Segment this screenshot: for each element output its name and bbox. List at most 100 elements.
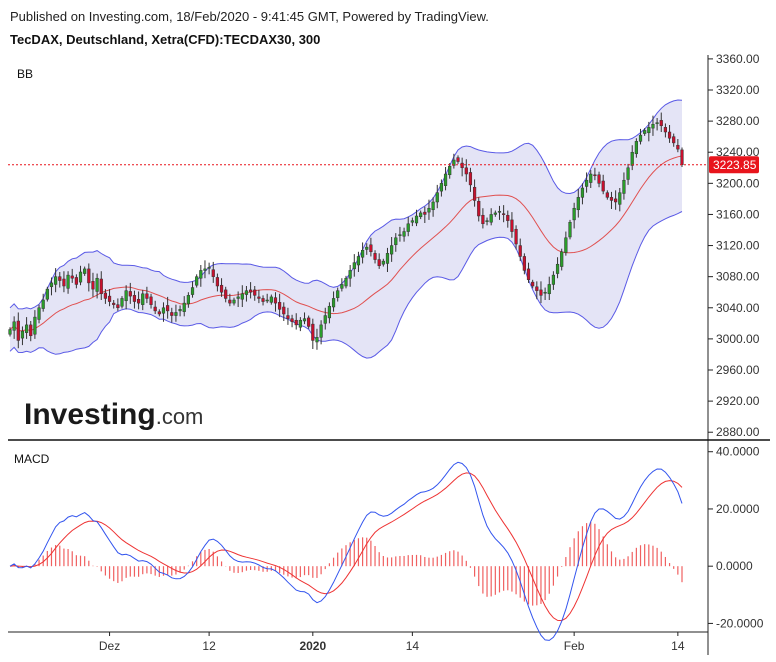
candle-body	[282, 306, 286, 315]
candle-body	[589, 173, 593, 183]
candle-body	[236, 296, 240, 299]
candle	[323, 307, 327, 330]
candle	[66, 271, 70, 294]
candle-body	[58, 276, 62, 281]
candle	[344, 275, 348, 289]
candle	[605, 190, 609, 200]
candle	[286, 307, 290, 325]
candle	[526, 262, 531, 283]
price-tick-label: 3160.00	[716, 207, 760, 221]
candle-body	[531, 281, 535, 287]
candle-body	[502, 213, 506, 215]
candle	[290, 314, 294, 328]
candle-body	[83, 268, 87, 274]
candle	[489, 208, 493, 226]
candle	[468, 167, 473, 192]
candle	[54, 268, 58, 293]
candle-body	[269, 296, 273, 303]
candle-body	[290, 318, 294, 323]
candle	[215, 273, 220, 292]
candle	[58, 272, 62, 288]
last-price-value: 3223.85	[713, 158, 757, 172]
candle-body	[136, 298, 141, 304]
price-tick-label: 3240.00	[716, 145, 760, 159]
candle-body	[439, 183, 444, 192]
candle	[394, 233, 398, 252]
candle-body	[506, 214, 510, 221]
candle-body	[141, 293, 145, 305]
time-tick-label: 14	[671, 639, 685, 653]
candle-body	[315, 337, 319, 343]
candle-body	[248, 289, 253, 293]
candle-body	[390, 245, 394, 255]
candle	[178, 305, 182, 317]
candle-body	[564, 237, 568, 253]
candle-body	[676, 144, 680, 150]
candle	[166, 296, 170, 319]
candle	[647, 121, 651, 142]
candle	[638, 128, 643, 145]
candle-body	[568, 221, 572, 238]
bollinger-bands	[9, 99, 683, 359]
candle	[663, 123, 668, 138]
candle-body	[630, 151, 634, 166]
candle	[244, 286, 249, 302]
candle	[99, 271, 103, 300]
candle-body	[116, 304, 120, 309]
candle	[414, 209, 419, 227]
lower-band-line	[9, 211, 683, 359]
candle	[352, 254, 356, 277]
candle-body	[207, 267, 211, 269]
candle	[423, 206, 427, 223]
candle	[406, 216, 410, 237]
candle-body	[485, 220, 489, 222]
candle-body	[373, 253, 377, 260]
candle-body	[149, 296, 153, 305]
candle-body	[331, 298, 336, 308]
candle	[74, 274, 78, 289]
macd-line	[9, 461, 683, 641]
candle-body	[20, 330, 25, 339]
candle	[273, 292, 278, 312]
candle-body	[423, 211, 427, 215]
candle-body	[526, 268, 531, 281]
candle-body	[340, 284, 344, 289]
candle-body	[323, 315, 327, 324]
candle	[618, 188, 622, 212]
candle	[502, 205, 506, 223]
macd-indicator	[9, 461, 683, 641]
candle	[398, 226, 402, 242]
candle	[340, 278, 344, 292]
macd-panel-label: MACD	[14, 452, 50, 466]
candle-body	[489, 214, 493, 223]
candle	[24, 317, 29, 339]
candle	[107, 289, 112, 307]
candle	[145, 286, 149, 304]
candle-body	[70, 275, 74, 279]
candle-body	[394, 237, 398, 246]
candle-body	[224, 289, 228, 299]
candle	[460, 157, 464, 177]
candle	[153, 300, 157, 314]
candle-body	[99, 278, 103, 295]
price-tick-label: 3040.00	[716, 301, 760, 315]
candle	[431, 197, 435, 217]
candle	[294, 313, 298, 330]
candle-body	[286, 315, 290, 319]
candle-body	[128, 291, 132, 297]
candle	[597, 171, 601, 188]
candle	[37, 304, 41, 324]
candle-body	[95, 277, 99, 292]
candle-body	[298, 319, 302, 328]
candle-body	[302, 318, 307, 322]
candle	[207, 262, 211, 275]
candle-body	[385, 253, 390, 264]
candle	[410, 217, 414, 227]
candle-body	[186, 295, 190, 305]
candle-body	[518, 245, 522, 257]
candle-body	[157, 311, 161, 315]
candle-body	[618, 192, 622, 205]
candle	[149, 293, 153, 309]
candle	[16, 312, 20, 349]
